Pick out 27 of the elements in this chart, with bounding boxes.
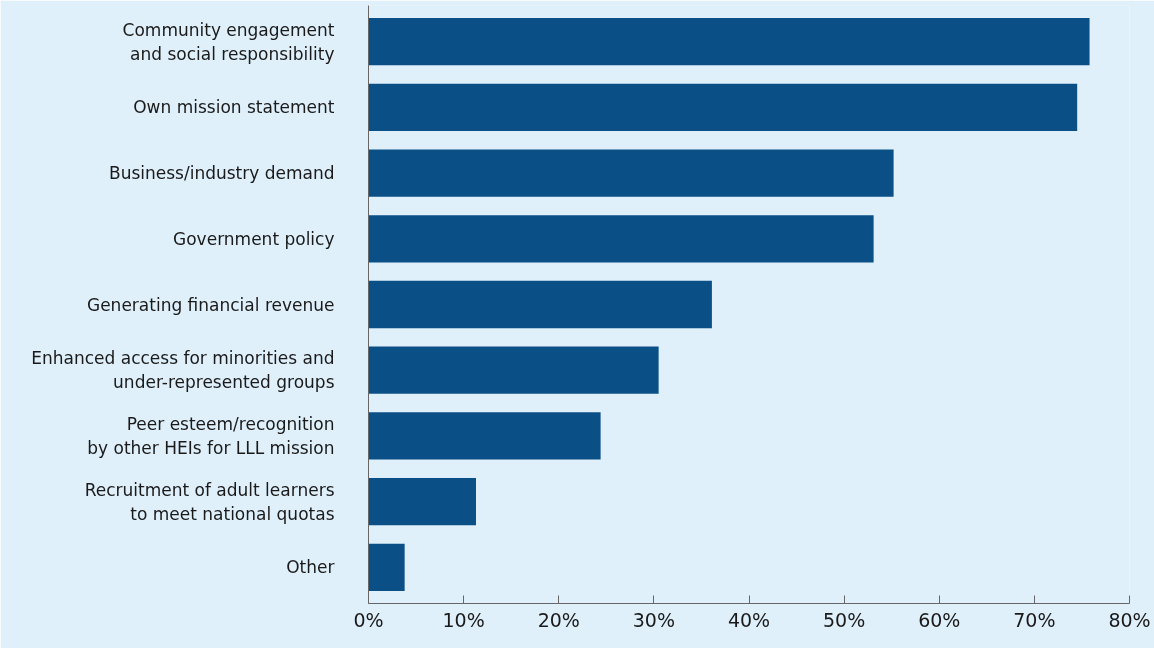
x-tick-label: 40% — [727, 608, 771, 631]
x-tick-label: 80% — [1108, 608, 1151, 631]
y-tick-label: Community engagement and social responsibility — [122, 19, 335, 64]
x-tick-label: 70% — [1013, 608, 1056, 631]
bar — [368, 543, 405, 592]
y-tick-label: Recruitment of adult learners to meet national quotas — [84, 479, 335, 524]
x-tick-label: 30% — [632, 608, 675, 631]
x-tick-label: 10% — [442, 608, 485, 631]
bar — [368, 149, 894, 197]
x-tick-label: 20% — [537, 608, 580, 631]
bar — [368, 412, 601, 460]
x-tick-label: 0% — [353, 608, 384, 631]
bar — [368, 215, 874, 263]
y-tick-label: Peer esteem/recognition by other HEIs for LLL mission — [87, 413, 335, 458]
y-tick-label: Other — [286, 557, 335, 578]
bar — [368, 477, 476, 526]
x-tick-label: 50% — [823, 608, 866, 631]
bar — [368, 280, 712, 329]
y-tick-label: Enhanced access for minorities and under-represented groups — [31, 348, 335, 393]
y-tick-label: Own mission statement — [133, 97, 335, 118]
bar — [368, 346, 659, 394]
bar — [368, 17, 1090, 66]
y-tick-label: Government policy — [173, 228, 335, 249]
x-tick-label: 60% — [918, 608, 961, 631]
y-tick-label: Generating financial revenue — [86, 294, 335, 315]
bar — [368, 83, 1078, 132]
y-tick-label: Business/industry demand — [108, 163, 335, 184]
